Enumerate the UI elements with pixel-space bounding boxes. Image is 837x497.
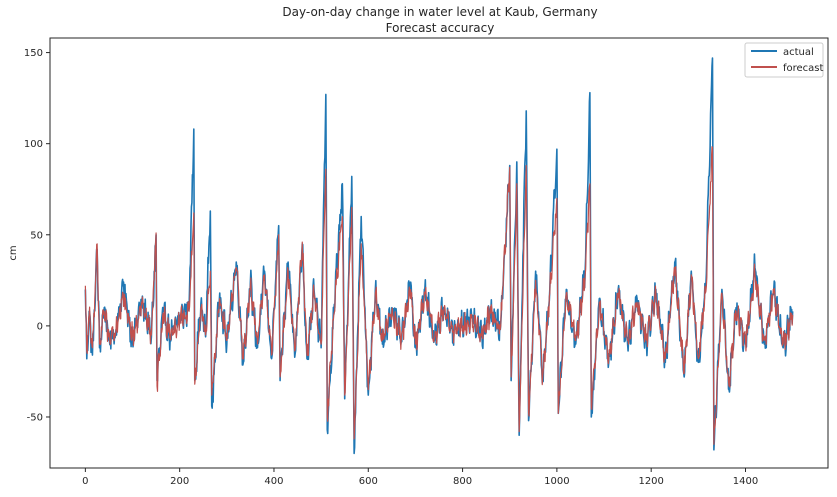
x-tick-label: 0 bbox=[82, 476, 88, 487]
x-tick-label: 1000 bbox=[544, 476, 569, 487]
chart-title: Day-on-day change in water level at Kaub… bbox=[282, 5, 597, 19]
y-axis-label: cm bbox=[8, 245, 19, 260]
series-line-forecast bbox=[84, 146, 794, 445]
series-layer bbox=[84, 57, 794, 455]
y-tick-label: 0 bbox=[37, 321, 43, 332]
chart-subtitle: Forecast accuracy bbox=[386, 21, 495, 35]
y-axis: -50 0 50 100 150 bbox=[24, 48, 50, 423]
y-tick-label: -50 bbox=[27, 412, 43, 423]
legend-actual-label: actual bbox=[783, 47, 814, 58]
plot-frame bbox=[49, 37, 829, 469]
legend-forecast-label: forecast bbox=[783, 63, 824, 74]
x-tick-label: 200 bbox=[170, 476, 189, 487]
x-tick-label: 1200 bbox=[638, 476, 663, 487]
x-tick-label: 800 bbox=[453, 476, 472, 487]
plot-area bbox=[49, 37, 829, 469]
x-tick-label: 400 bbox=[264, 476, 283, 487]
y-tick-label: 150 bbox=[24, 48, 43, 59]
x-tick-label: 600 bbox=[359, 476, 378, 487]
y-tick-label: 100 bbox=[24, 139, 43, 150]
x-tick-label: 1400 bbox=[733, 476, 758, 487]
y-tick-label: 50 bbox=[30, 230, 43, 241]
legend: actual forecast bbox=[744, 42, 824, 78]
x-axis: 0 200 400 600 800 1000 1200 1400 bbox=[82, 468, 758, 487]
